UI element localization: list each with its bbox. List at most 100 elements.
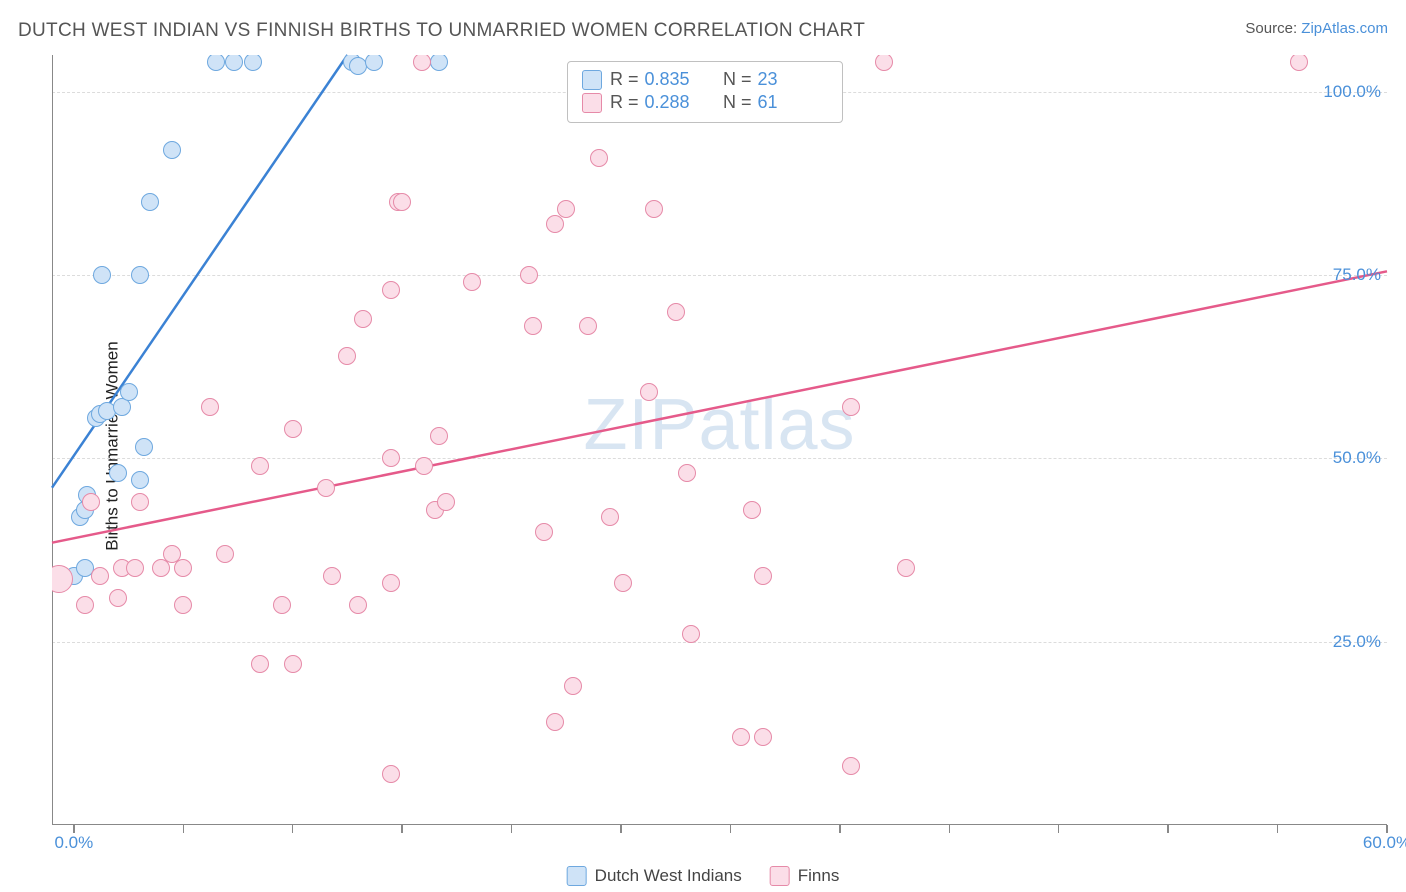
x-tick-mark [1277,825,1279,833]
legend-label: Finns [798,866,840,886]
legend-stats-row: R = 0.288N = 61 [582,92,828,113]
stat-n-value: 23 [758,69,778,90]
scatter-point [382,449,400,467]
legend-label: Dutch West Indians [595,866,742,886]
stat-n-label: N = [723,69,752,90]
scatter-point [216,545,234,563]
y-tick-label: 50.0% [1333,448,1381,468]
scatter-point [244,55,262,71]
scatter-point [520,266,538,284]
scatter-point [897,559,915,577]
y-tick-label: 75.0% [1333,265,1381,285]
legend-swatch [582,70,602,90]
stat-r-value: 0.288 [645,92,690,113]
scatter-point [678,464,696,482]
scatter-point [91,567,109,585]
scatter-point [667,303,685,321]
x-tick-mark [620,825,622,833]
y-tick-label: 100.0% [1323,82,1381,102]
scatter-point [93,266,111,284]
scatter-point [732,728,750,746]
scatter-point [163,141,181,159]
legend-item: Finns [770,866,840,886]
scatter-point [251,655,269,673]
scatter-point [601,508,619,526]
scatter-layer [52,55,1387,825]
scatter-point [365,55,383,71]
scatter-point [131,266,149,284]
scatter-point [141,193,159,211]
legend-item: Dutch West Indians [567,866,742,886]
x-tick-mark [1058,825,1060,833]
scatter-point [152,559,170,577]
legend-swatch [582,93,602,113]
legend-stats-row: R = 0.835 N = 23 [582,69,828,90]
scatter-point [875,55,893,71]
scatter-point [109,464,127,482]
scatter-point [201,398,219,416]
scatter-point [109,589,127,607]
scatter-point [207,55,225,71]
x-tick-mark [730,825,732,833]
scatter-point [131,471,149,489]
x-tick-mark [1386,825,1388,833]
scatter-point [225,55,243,71]
x-tick-mark [292,825,294,833]
source-link[interactable]: ZipAtlas.com [1301,20,1388,37]
scatter-point [76,596,94,614]
scatter-point [131,493,149,511]
scatter-point [645,200,663,218]
legend-series: Dutch West Indians Finns [567,866,840,886]
scatter-point [317,479,335,497]
scatter-point [135,438,153,456]
source-attribution: Source: ZipAtlas.com [1245,20,1388,37]
x-tick-mark [511,825,513,833]
scatter-point [174,596,192,614]
scatter-point [174,559,192,577]
legend-swatch [567,866,587,886]
scatter-point [284,420,302,438]
scatter-point [546,215,564,233]
scatter-point [437,493,455,511]
source-prefix: Source: [1245,20,1301,37]
y-tick-label: 25.0% [1333,632,1381,652]
scatter-point [382,765,400,783]
scatter-point [284,655,302,673]
legend-stats-box: R = 0.835 N = 23R = 0.288 N = 61 [567,61,843,123]
scatter-point [273,596,291,614]
scatter-point [323,567,341,585]
scatter-point [415,457,433,475]
correlation-chart: ZIPatlas R = 0.835N = 23R = 0.288N = 61 … [52,55,1387,825]
stat-n-value: 61 [758,92,778,113]
x-tick-label: 0.0% [55,833,94,853]
x-tick-mark [949,825,951,833]
scatter-point [430,55,448,71]
scatter-point [842,398,860,416]
scatter-point [590,149,608,167]
scatter-point [546,713,564,731]
scatter-point [842,757,860,775]
x-tick-mark [183,825,185,833]
scatter-point [754,728,772,746]
x-tick-label: 60.0% [1363,833,1406,853]
scatter-point [1290,55,1308,71]
scatter-point [564,677,582,695]
x-tick-mark [1167,825,1169,833]
scatter-point [82,493,100,511]
stat-r-value: 0.835 [645,69,690,90]
page-title: DUTCH WEST INDIAN VS FINNISH BIRTHS TO U… [18,20,865,42]
scatter-point [126,559,144,577]
scatter-point [557,200,575,218]
scatter-point [682,625,700,643]
scatter-point [120,383,138,401]
stat-r-label: R = [610,69,639,90]
scatter-point [382,574,400,592]
scatter-point [743,501,761,519]
scatter-point [754,567,772,585]
x-tick-mark [839,825,841,833]
scatter-point [251,457,269,475]
scatter-point [413,55,431,71]
stat-n-label: N = [723,92,752,113]
scatter-point [640,383,658,401]
scatter-point [463,273,481,291]
